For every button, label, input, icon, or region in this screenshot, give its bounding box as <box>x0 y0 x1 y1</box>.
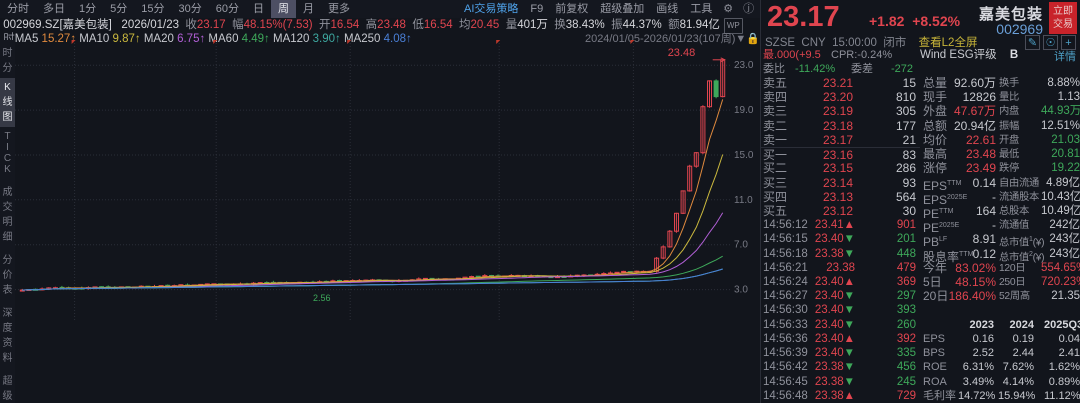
svg-text:23.0: 23.0 <box>734 60 754 71</box>
svg-text:2.56: 2.56 <box>313 293 331 303</box>
svg-text:3.0: 3.0 <box>734 285 748 296</box>
svg-text:7.0: 7.0 <box>734 240 748 251</box>
svg-text:11.0: 11.0 <box>734 195 753 206</box>
svg-text:19.0: 19.0 <box>734 105 754 116</box>
svg-text:15.0: 15.0 <box>734 150 754 161</box>
svg-text:23.48: 23.48 <box>668 47 696 59</box>
